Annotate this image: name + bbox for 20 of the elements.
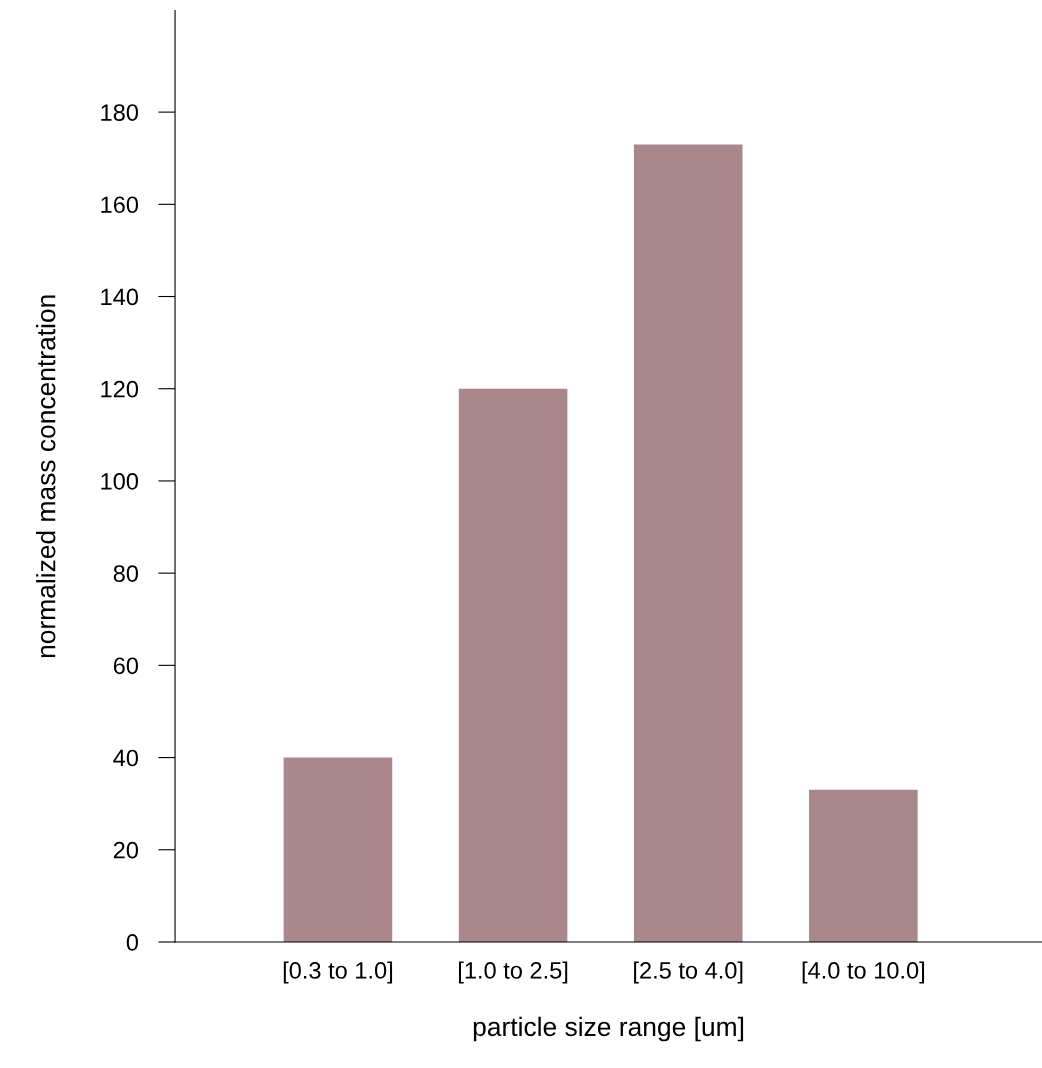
- x-tick-label: [1.0 to 2.5]: [458, 961, 568, 984]
- x-tick-label: [2.5 to 4.0]: [634, 961, 743, 984]
- y-tick-label: 100: [101, 473, 139, 490]
- y-tick-label: 20: [113, 841, 139, 859]
- y-tick-label: 160: [101, 196, 139, 214]
- bar: [633, 144, 743, 942]
- bar: [458, 388, 568, 942]
- y-tick-label: 40: [113, 749, 139, 767]
- y-tick-label: 120: [101, 380, 139, 398]
- bar: [283, 757, 393, 942]
- bar: [809, 789, 918, 942]
- y-tick-label: 80: [113, 565, 139, 582]
- y-axis-title: normalized mass concentration: [36, 295, 56, 658]
- x-tick-label: [4.0 to 10.0]: [802, 961, 925, 984]
- y-tick-label: 180: [101, 104, 139, 121]
- y-tick-label: 140: [101, 288, 139, 306]
- y-tick-label: 60: [113, 657, 139, 675]
- x-axis-title: particle size range [um]: [473, 1016, 744, 1042]
- x-tick-label: [0.3 to 1.0]: [283, 961, 393, 984]
- y-tick-label: 0: [126, 934, 139, 951]
